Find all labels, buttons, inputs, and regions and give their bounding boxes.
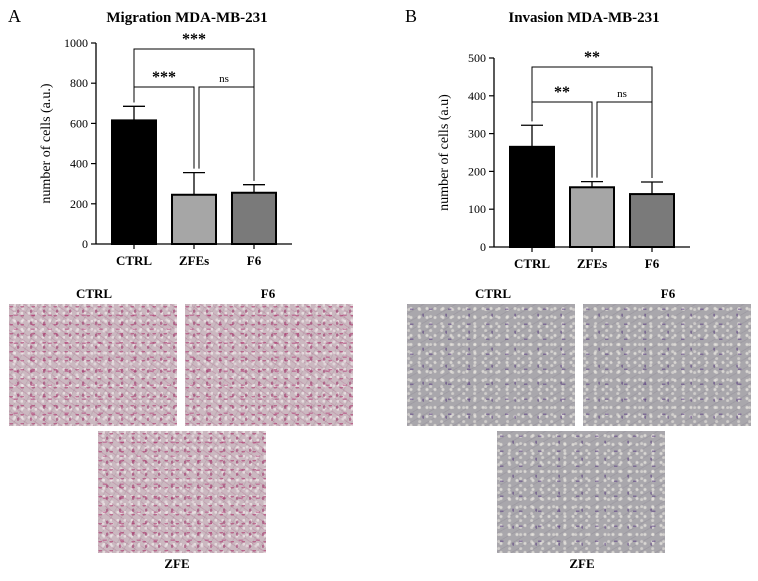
- chart2-y-tick-label: 0: [480, 240, 486, 254]
- invasion-zfe-micrograph: [497, 431, 665, 553]
- chart2-title: Invasion MDA-MB-231: [508, 10, 659, 26]
- invasion-ctrl-micrograph: [407, 304, 575, 426]
- chart1-x-tick-label: CTRL: [116, 253, 152, 268]
- chart1-significance-bracket: [199, 87, 254, 181]
- chart1-y-axis-label: number of cells (a.u.): [39, 83, 54, 203]
- chart2-x-tick-label: CTRL: [514, 256, 550, 271]
- chart1-y-tick-label: 400: [70, 157, 88, 171]
- migration-ctrl-label: CTRL: [76, 286, 112, 301]
- chart1-bar-zfes: [172, 195, 216, 244]
- figure: A B Migration MDA-MB-231 number of cells …: [0, 0, 758, 576]
- chart1-significance-label: ***: [182, 31, 206, 48]
- invasion-f6-label: F6: [661, 286, 676, 301]
- chart2-x-tick-label: ZFEs: [577, 256, 607, 271]
- chart2-y-tick-label: 500: [468, 51, 486, 65]
- chart1-y-tick-label: 200: [70, 197, 88, 211]
- chart2-significance-label: **: [554, 84, 570, 101]
- migration-f6-micrograph: [185, 304, 353, 426]
- chart2-y-axis-label: number of cells (a.u): [437, 94, 452, 211]
- chart1-significance-label: ***: [152, 69, 176, 86]
- chart1-y-tick-label: 0: [82, 237, 88, 251]
- chart1-title: Migration MDA-MB-231: [106, 10, 267, 26]
- chart2-y-tick-label: 300: [468, 127, 486, 141]
- invasion-ctrl-label: CTRL: [475, 286, 511, 301]
- panel-b-letter: B: [405, 6, 417, 26]
- invasion-zfe-label: ZFE: [569, 556, 594, 571]
- chart2-x-tick-label: F6: [645, 256, 660, 271]
- chart1-y-tick-label: 1000: [64, 36, 88, 50]
- chart1-y-tick-label: 600: [70, 116, 88, 130]
- chart1-bar-ctrl: [112, 120, 156, 244]
- migration-zfe-label: ZFE: [164, 556, 189, 571]
- chart2-significance-label: ns: [617, 88, 627, 100]
- invasion-f6-micrograph: [583, 304, 751, 426]
- migration-zfe-micrograph: [98, 431, 266, 553]
- chart1-significance-label: ns: [219, 73, 229, 85]
- migration-f6-label: F6: [261, 286, 276, 301]
- chart2-y-tick-label: 200: [468, 164, 486, 178]
- chart2-y-tick-label: 100: [468, 202, 486, 216]
- chart2-significance-bracket: [597, 102, 652, 178]
- chart2-bar-f6: [630, 194, 674, 247]
- invasion-chart: Invasion MDA-MB-231 number of cells (a.u)…: [437, 10, 690, 271]
- panel-a-letter: A: [8, 6, 21, 26]
- chart2-bar-zfes: [570, 187, 614, 247]
- chart2-bar-ctrl: [510, 147, 554, 247]
- migration-ctrl-micrograph: [9, 304, 177, 426]
- chart1-x-tick-label: ZFEs: [179, 253, 209, 268]
- migration-chart: Migration MDA-MB-231 number of cells (a.u…: [39, 10, 292, 268]
- chart1-x-tick-label: F6: [247, 253, 262, 268]
- chart1-y-tick-label: 800: [70, 76, 88, 90]
- chart1-bar-f6: [232, 193, 276, 244]
- chart2-y-tick-label: 400: [468, 89, 486, 103]
- chart2-significance-label: **: [584, 49, 600, 66]
